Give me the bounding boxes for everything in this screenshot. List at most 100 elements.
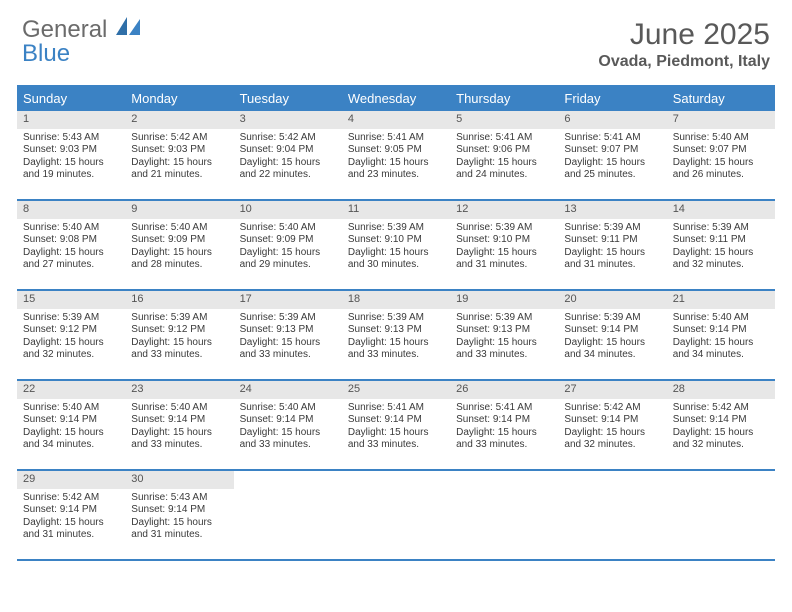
calendar-week: 15Sunrise: 5:39 AMSunset: 9:12 PMDayligh… bbox=[17, 291, 775, 381]
calendar-cell: 12Sunrise: 5:39 AMSunset: 9:10 PMDayligh… bbox=[450, 201, 558, 289]
daylight-line: Daylight: 15 hours and 31 minutes. bbox=[564, 247, 660, 272]
sunset-line: Sunset: 9:03 PM bbox=[131, 144, 227, 157]
sunrise-line: Sunrise: 5:42 AM bbox=[23, 492, 119, 505]
logo-sail-icon bbox=[116, 17, 140, 37]
sunset-line: Sunset: 9:14 PM bbox=[23, 414, 119, 427]
sunset-line: Sunset: 9:10 PM bbox=[348, 234, 444, 247]
day-body: Sunrise: 5:39 AMSunset: 9:13 PMDaylight:… bbox=[450, 309, 558, 366]
daylight-line: Daylight: 15 hours and 32 minutes. bbox=[673, 247, 769, 272]
calendar-cell: 22Sunrise: 5:40 AMSunset: 9:14 PMDayligh… bbox=[17, 381, 125, 469]
sunrise-line: Sunrise: 5:42 AM bbox=[673, 402, 769, 415]
sunrise-line: Sunrise: 5:42 AM bbox=[131, 132, 227, 145]
daylight-line: Daylight: 15 hours and 25 minutes. bbox=[564, 157, 660, 182]
logo-text-blue: Blue bbox=[22, 40, 70, 67]
day-header-row: SundayMondayTuesdayWednesdayThursdayFrid… bbox=[17, 87, 775, 111]
sunrise-line: Sunrise: 5:39 AM bbox=[240, 312, 336, 325]
calendar-cell: 25Sunrise: 5:41 AMSunset: 9:14 PMDayligh… bbox=[342, 381, 450, 469]
day-number: 19 bbox=[450, 291, 558, 309]
day-body: Sunrise: 5:41 AMSunset: 9:07 PMDaylight:… bbox=[558, 129, 666, 186]
sunrise-line: Sunrise: 5:41 AM bbox=[564, 132, 660, 145]
day-header: Saturday bbox=[667, 87, 775, 111]
day-body: Sunrise: 5:43 AMSunset: 9:14 PMDaylight:… bbox=[125, 489, 233, 546]
daylight-line: Daylight: 15 hours and 34 minutes. bbox=[673, 337, 769, 362]
day-header: Sunday bbox=[17, 87, 125, 111]
sunset-line: Sunset: 9:10 PM bbox=[456, 234, 552, 247]
daylight-line: Daylight: 15 hours and 26 minutes. bbox=[673, 157, 769, 182]
sunrise-line: Sunrise: 5:39 AM bbox=[348, 312, 444, 325]
sunrise-line: Sunrise: 5:40 AM bbox=[23, 222, 119, 235]
sunset-line: Sunset: 9:14 PM bbox=[240, 414, 336, 427]
sunrise-line: Sunrise: 5:40 AM bbox=[673, 132, 769, 145]
day-number: 14 bbox=[667, 201, 775, 219]
calendar-cell: 15Sunrise: 5:39 AMSunset: 9:12 PMDayligh… bbox=[17, 291, 125, 379]
day-body: Sunrise: 5:42 AMSunset: 9:04 PMDaylight:… bbox=[234, 129, 342, 186]
sunrise-line: Sunrise: 5:39 AM bbox=[564, 312, 660, 325]
day-number: 10 bbox=[234, 201, 342, 219]
calendar-cell: 7Sunrise: 5:40 AMSunset: 9:07 PMDaylight… bbox=[667, 111, 775, 199]
daylight-line: Daylight: 15 hours and 33 minutes. bbox=[456, 337, 552, 362]
day-number: 16 bbox=[125, 291, 233, 309]
day-number: 4 bbox=[342, 111, 450, 129]
calendar-cell bbox=[234, 471, 342, 559]
day-body: Sunrise: 5:40 AMSunset: 9:08 PMDaylight:… bbox=[17, 219, 125, 276]
day-body: Sunrise: 5:39 AMSunset: 9:12 PMDaylight:… bbox=[125, 309, 233, 366]
sunrise-line: Sunrise: 5:39 AM bbox=[23, 312, 119, 325]
day-body: Sunrise: 5:41 AMSunset: 9:05 PMDaylight:… bbox=[342, 129, 450, 186]
calendar-cell: 18Sunrise: 5:39 AMSunset: 9:13 PMDayligh… bbox=[342, 291, 450, 379]
daylight-line: Daylight: 15 hours and 34 minutes. bbox=[23, 427, 119, 452]
daylight-line: Daylight: 15 hours and 33 minutes. bbox=[240, 337, 336, 362]
day-body: Sunrise: 5:40 AMSunset: 9:14 PMDaylight:… bbox=[17, 399, 125, 456]
sunrise-line: Sunrise: 5:39 AM bbox=[673, 222, 769, 235]
day-number: 27 bbox=[558, 381, 666, 399]
daylight-line: Daylight: 15 hours and 22 minutes. bbox=[240, 157, 336, 182]
daylight-line: Daylight: 15 hours and 19 minutes. bbox=[23, 157, 119, 182]
sunrise-line: Sunrise: 5:40 AM bbox=[131, 402, 227, 415]
day-number: 7 bbox=[667, 111, 775, 129]
sunset-line: Sunset: 9:13 PM bbox=[456, 324, 552, 337]
sunset-line: Sunset: 9:13 PM bbox=[240, 324, 336, 337]
sunrise-line: Sunrise: 5:39 AM bbox=[456, 222, 552, 235]
sunset-line: Sunset: 9:12 PM bbox=[131, 324, 227, 337]
calendar-cell: 3Sunrise: 5:42 AMSunset: 9:04 PMDaylight… bbox=[234, 111, 342, 199]
daylight-line: Daylight: 15 hours and 34 minutes. bbox=[564, 337, 660, 362]
sunset-line: Sunset: 9:14 PM bbox=[564, 414, 660, 427]
daylight-line: Daylight: 15 hours and 28 minutes. bbox=[131, 247, 227, 272]
calendar-cell bbox=[558, 471, 666, 559]
day-body: Sunrise: 5:39 AMSunset: 9:10 PMDaylight:… bbox=[342, 219, 450, 276]
calendar-cell bbox=[450, 471, 558, 559]
day-body: Sunrise: 5:42 AMSunset: 9:03 PMDaylight:… bbox=[125, 129, 233, 186]
sunrise-line: Sunrise: 5:40 AM bbox=[131, 222, 227, 235]
sunrise-line: Sunrise: 5:40 AM bbox=[240, 222, 336, 235]
sunrise-line: Sunrise: 5:39 AM bbox=[456, 312, 552, 325]
sunrise-line: Sunrise: 5:41 AM bbox=[456, 402, 552, 415]
page-title: June 2025 bbox=[598, 18, 770, 51]
day-number: 12 bbox=[450, 201, 558, 219]
calendar-week: 22Sunrise: 5:40 AMSunset: 9:14 PMDayligh… bbox=[17, 381, 775, 471]
day-number: 1 bbox=[17, 111, 125, 129]
day-body: Sunrise: 5:42 AMSunset: 9:14 PMDaylight:… bbox=[558, 399, 666, 456]
day-number: 25 bbox=[342, 381, 450, 399]
day-body: Sunrise: 5:40 AMSunset: 9:07 PMDaylight:… bbox=[667, 129, 775, 186]
day-body: Sunrise: 5:40 AMSunset: 9:14 PMDaylight:… bbox=[234, 399, 342, 456]
day-body: Sunrise: 5:39 AMSunset: 9:10 PMDaylight:… bbox=[450, 219, 558, 276]
calendar-cell: 16Sunrise: 5:39 AMSunset: 9:12 PMDayligh… bbox=[125, 291, 233, 379]
day-number: 23 bbox=[125, 381, 233, 399]
day-number: 22 bbox=[17, 381, 125, 399]
calendar-cell: 26Sunrise: 5:41 AMSunset: 9:14 PMDayligh… bbox=[450, 381, 558, 469]
calendar-body: 1Sunrise: 5:43 AMSunset: 9:03 PMDaylight… bbox=[17, 111, 775, 561]
sunset-line: Sunset: 9:07 PM bbox=[564, 144, 660, 157]
daylight-line: Daylight: 15 hours and 31 minutes. bbox=[456, 247, 552, 272]
daylight-line: Daylight: 15 hours and 33 minutes. bbox=[240, 427, 336, 452]
day-number: 2 bbox=[125, 111, 233, 129]
day-body: Sunrise: 5:41 AMSunset: 9:06 PMDaylight:… bbox=[450, 129, 558, 186]
logo-text-gray: General bbox=[22, 16, 107, 43]
day-body: Sunrise: 5:40 AMSunset: 9:14 PMDaylight:… bbox=[667, 309, 775, 366]
day-body: Sunrise: 5:39 AMSunset: 9:11 PMDaylight:… bbox=[667, 219, 775, 276]
daylight-line: Daylight: 15 hours and 33 minutes. bbox=[348, 427, 444, 452]
sunrise-line: Sunrise: 5:40 AM bbox=[240, 402, 336, 415]
day-number: 28 bbox=[667, 381, 775, 399]
daylight-line: Daylight: 15 hours and 31 minutes. bbox=[23, 517, 119, 542]
daylight-line: Daylight: 15 hours and 30 minutes. bbox=[348, 247, 444, 272]
day-body: Sunrise: 5:39 AMSunset: 9:14 PMDaylight:… bbox=[558, 309, 666, 366]
calendar-cell: 20Sunrise: 5:39 AMSunset: 9:14 PMDayligh… bbox=[558, 291, 666, 379]
